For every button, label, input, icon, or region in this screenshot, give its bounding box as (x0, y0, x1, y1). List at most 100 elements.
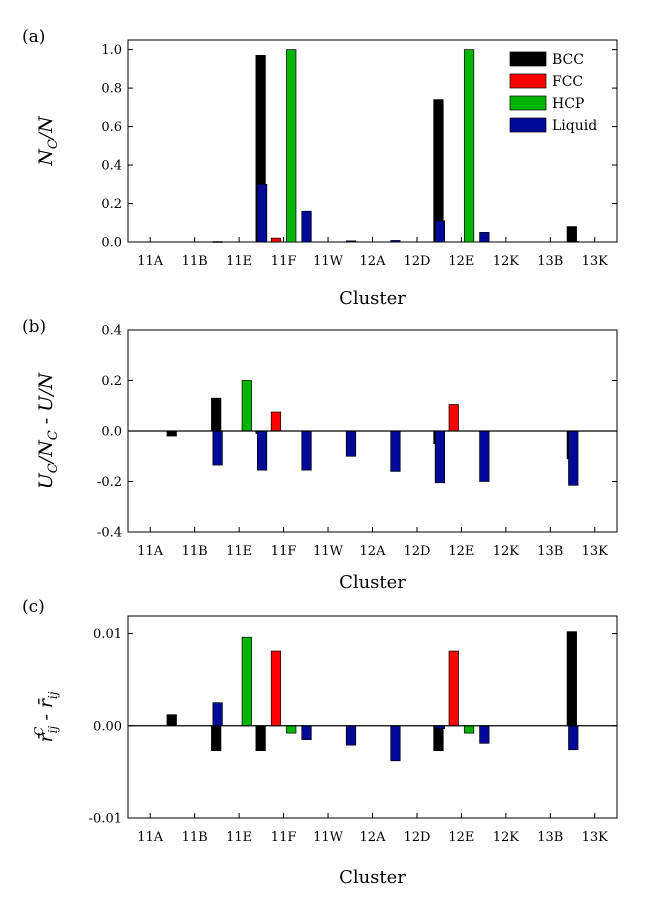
x-axis-title: Cluster (339, 572, 406, 593)
bar-liquid (256, 430, 268, 471)
x-tick-label: 13B (537, 544, 563, 559)
bar-fcc (448, 650, 459, 727)
y-tick-label: 0.01 (93, 627, 122, 642)
plot-frame (127, 615, 618, 819)
plot-frame (127, 39, 618, 243)
legend-label-liquid: Liquid (552, 118, 597, 134)
x-tick-label: 11F (271, 254, 297, 269)
y-tick-label: -0.4 (97, 526, 122, 541)
bar-liquid (345, 725, 357, 746)
bar-liquid (434, 430, 445, 484)
bar-fcc (448, 404, 459, 432)
x-tick-label: 11A (137, 830, 164, 845)
bar-bcc (566, 226, 577, 243)
x-tick-label: 11A (137, 544, 164, 559)
bar-liquid (345, 240, 357, 243)
legend-swatch-bcc (509, 51, 547, 67)
panel-label: (c) (22, 597, 45, 617)
panel-2: -0.4 -0.2 0.0 0.2 0.4 11A 11B 11E 11F 11W 12A 12D 12… (22, 317, 618, 593)
x-tick-label: 12E (448, 830, 474, 845)
bar-liquid (212, 702, 223, 727)
bar-liquid (568, 430, 579, 486)
y-tick-label: 0.00 (93, 719, 122, 734)
panel-1: 0.0 0.2 0.4 0.6 0.8 1.0 11A 11B 11E 11F 11W 12A 12D 1… (22, 27, 618, 309)
bar-liquid (479, 430, 490, 482)
x-tick-label: 12D (403, 830, 430, 845)
bar-liquid (434, 220, 445, 243)
x-tick-label: 12K (493, 544, 520, 559)
bar-liquid (212, 430, 223, 466)
legend-label-hcp: HCP (552, 96, 584, 112)
x-tick-label: 11F (271, 544, 297, 559)
x-tick-label: 12E (448, 544, 474, 559)
bar-bcc (211, 397, 222, 432)
x-tick-label: 12K (493, 254, 520, 269)
x-tick-label: 11B (182, 830, 208, 845)
x-tick-label: 11W (313, 830, 344, 845)
x-tick-label: 13K (582, 254, 609, 269)
bar-liquid (301, 725, 312, 740)
x-tick-label: 12K (493, 830, 520, 845)
bar-fcc (270, 237, 282, 243)
y-axis-title: UC/NC - U/N (35, 371, 61, 489)
x-tick-label: 13B (537, 254, 563, 269)
x-tick-label: 13B (537, 830, 563, 845)
x-tick-label: 11A (137, 254, 164, 269)
x-axis-title: Cluster (339, 867, 406, 888)
y-tick-label: 0.4 (101, 324, 122, 339)
bar-liquid (479, 232, 490, 243)
y-axis-title: NC/N (35, 115, 61, 167)
bar-hcp (463, 49, 475, 243)
bar-fcc (270, 411, 282, 432)
legend: BCC FCC HCP Liquid (509, 51, 597, 134)
x-tick-label: 11B (182, 254, 208, 269)
y-axis-title: r̄ijC - r̄ij (32, 691, 60, 742)
x-tick-label: 11E (226, 830, 252, 845)
bar-liquid (390, 240, 401, 243)
x-tick-label: 12D (403, 254, 430, 269)
x-axis-title: Cluster (339, 288, 406, 309)
x-tick-label: 12A (360, 830, 387, 845)
bar-liquid (301, 430, 312, 471)
bar-hcp (286, 725, 297, 734)
bar-hcp (241, 380, 252, 432)
x-tick-label: 12A (360, 544, 387, 559)
x-tick-label: 13K (582, 830, 609, 845)
bar-bcc (166, 430, 177, 437)
y-tick-label: 1.0 (101, 43, 122, 58)
bar-fcc (270, 650, 282, 727)
x-tick-label: 11W (313, 544, 344, 559)
y-tick-label: -0.01 (89, 812, 122, 827)
x-tick-label: 11E (226, 254, 252, 269)
y-tick-label: 0.8 (101, 82, 122, 97)
bar-bcc (166, 714, 177, 727)
x-tick-label: 12E (448, 254, 474, 269)
bar-liquid (301, 210, 312, 243)
bar-bcc (433, 725, 444, 752)
bar-bcc (255, 725, 266, 752)
bar-hcp (286, 49, 297, 243)
y-tick-label: 0.0 (101, 236, 122, 251)
x-tick-label: 11E (226, 544, 252, 559)
bar-liquid (568, 241, 579, 243)
panel-label: (a) (22, 27, 45, 47)
legend-label-fcc: FCC (552, 74, 583, 90)
legend-swatch-liquid (509, 117, 547, 133)
panel-3: -0.01 0.00 0.01 11A 11B 11E 11F 11W 12A 12D 12E 12K… (22, 597, 618, 888)
y-tick-label: 0.2 (101, 197, 122, 212)
x-tick-label: 12A (360, 254, 387, 269)
y-tick-label: 0.4 (101, 159, 122, 174)
x-tick-label: 12D (403, 544, 430, 559)
y-tick-label: 0.6 (101, 120, 122, 135)
x-tick-label: 11F (271, 830, 297, 845)
bar-hcp (463, 725, 475, 734)
bar-liquid (568, 725, 579, 751)
x-tick-label: 11W (313, 254, 344, 269)
panel-label: (b) (22, 317, 46, 337)
bar-bcc (211, 725, 222, 752)
bar-liquid (390, 430, 401, 472)
bar-liquid (345, 430, 357, 457)
bar-liquid (212, 241, 223, 243)
y-tick-label: 0.0 (101, 425, 122, 440)
